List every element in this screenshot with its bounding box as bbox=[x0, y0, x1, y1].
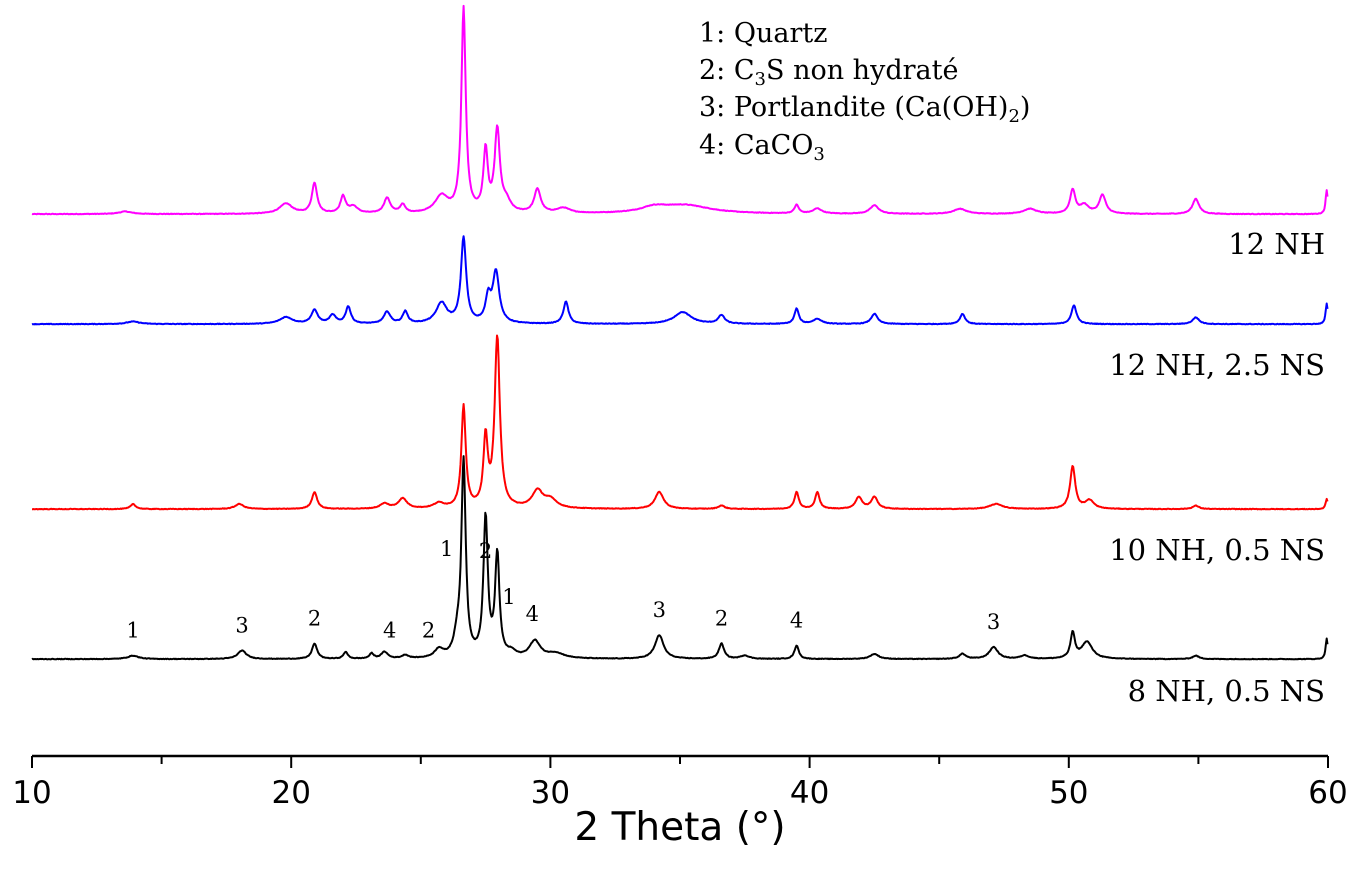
peak-label-5: 2 bbox=[422, 618, 435, 642]
legend-item-3: 3: Portlandite (Ca(OH)2) bbox=[699, 92, 1030, 127]
x-tick-label-40: 40 bbox=[790, 775, 829, 811]
peak-label-9: 4 bbox=[526, 602, 539, 626]
x-tick-label-30: 30 bbox=[531, 775, 570, 811]
x-tick-label-20: 20 bbox=[271, 775, 310, 811]
traces-group bbox=[31, 4, 1329, 661]
series-line-2 bbox=[31, 235, 1329, 326]
x-axis: 10 20 30 40 50 60 bbox=[12, 754, 1348, 811]
peak-label-7: 2 bbox=[479, 539, 492, 563]
series-line-4 bbox=[31, 455, 1329, 661]
legend-item-1: 1: Quartz bbox=[699, 18, 827, 49]
series-label-1: 12 NH bbox=[1228, 227, 1325, 261]
series-label-2: 12 NH, 2.5 NS bbox=[1109, 348, 1325, 382]
peak-label-13: 3 bbox=[987, 610, 1000, 634]
series-line-1 bbox=[31, 4, 1329, 216]
legend-item-2: 2: C3S non hydraté bbox=[699, 55, 958, 90]
peak-label-2: 3 bbox=[235, 614, 248, 638]
series-label-4: 8 NH, 0.5 NS bbox=[1128, 674, 1325, 708]
series-line-3 bbox=[31, 334, 1329, 511]
peak-labels-group: 1 3 24 21 214 3 2 4 3 bbox=[126, 537, 1000, 643]
x-tick-label-10: 10 bbox=[12, 775, 51, 811]
peak-label-4: 4 bbox=[383, 619, 396, 643]
peak-label-8: 1 bbox=[502, 585, 515, 609]
peak-label-1: 1 bbox=[126, 619, 139, 643]
peak-label-11: 2 bbox=[715, 606, 728, 630]
peak-label-6: 1 bbox=[440, 537, 453, 561]
peak-label-12: 4 bbox=[790, 608, 803, 632]
legend-item-4: 4: CaCO3 bbox=[699, 130, 825, 165]
x-tick-label-50: 50 bbox=[1049, 775, 1088, 811]
x-tick-label-60: 60 bbox=[1308, 775, 1347, 811]
peak-label-10: 3 bbox=[653, 598, 666, 622]
series-label-3: 10 NH, 0.5 NS bbox=[1109, 533, 1325, 567]
peak-label-3: 2 bbox=[308, 607, 321, 631]
x-axis-title: 2 Theta (°) bbox=[574, 805, 785, 850]
series-labels-group: 12 NH 12 NH, 2.5 NS 10 NH, 0.5 NS 8 NH, 0.5… bbox=[1109, 227, 1325, 708]
